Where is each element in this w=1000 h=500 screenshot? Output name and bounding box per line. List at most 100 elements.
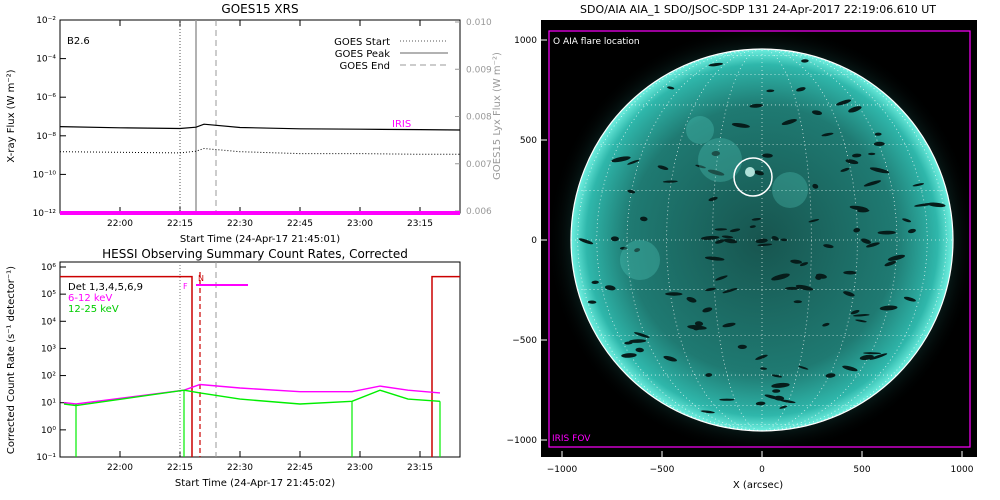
aia-dark-streak xyxy=(879,305,898,311)
aia-dark-streak xyxy=(667,86,675,90)
goes-xtick-label: 23:00 xyxy=(347,219,373,229)
aia-dark-streak xyxy=(812,183,819,189)
hessi-xtick-label: 22:15 xyxy=(167,463,193,473)
aia-dark-streak xyxy=(861,238,871,244)
aia-dark-streak xyxy=(723,238,738,244)
aia-active-region xyxy=(620,240,660,280)
aia-active-region xyxy=(686,116,714,144)
aia-dark-streak xyxy=(708,196,718,202)
hessi-ylabel: Corrected Count Rate (s⁻¹ detector⁻¹) xyxy=(6,266,17,454)
aia-dark-streak xyxy=(877,230,896,235)
aia-xtick-label: 0 xyxy=(759,465,765,475)
hessi-ytick-label: 10⁵ xyxy=(41,290,56,300)
aia-dark-streak xyxy=(704,256,725,261)
aia-dark-streak xyxy=(610,236,619,242)
aia-ytick-label: 0 xyxy=(531,236,537,246)
aia-ytick-label: −500 xyxy=(512,336,537,346)
aia-dark-streak xyxy=(754,170,764,176)
goes-xtick-label: 22:45 xyxy=(287,219,313,229)
aia-dark-streak xyxy=(705,373,713,377)
hessi-xtick-label: 22:00 xyxy=(107,463,133,473)
aia-dark-streak xyxy=(842,365,858,372)
aia-dark-streak xyxy=(686,297,697,303)
goes-xlabel: Start Time (24-Apr-17 21:45:01) xyxy=(180,234,340,245)
legend-goes-start: GOES Start xyxy=(334,37,390,48)
aia-dark-streak xyxy=(729,228,741,233)
goes-ylabel: X-ray Flux (W m⁻²) xyxy=(6,69,17,162)
aia-title: SDO/AIA AIA_1 SDO/JSOC-SDP 131 24-Apr-20… xyxy=(580,3,936,16)
hessi-12-25kev-line xyxy=(63,389,441,407)
aia-dark-streak xyxy=(657,165,669,171)
aia-dark-streak xyxy=(902,218,912,223)
aia-dark-streak xyxy=(836,99,852,106)
aia-fov-label: IRIS FOV xyxy=(552,434,591,444)
aia-dark-streak xyxy=(749,225,756,228)
aia-dark-streak xyxy=(869,353,888,360)
aia-dark-streak xyxy=(634,248,641,253)
aia-dark-streak xyxy=(852,153,862,158)
aia-dark-streak xyxy=(640,216,648,222)
aia-dark-streak xyxy=(711,150,720,157)
aia-dark-streak xyxy=(845,159,859,165)
aia-dark-streak xyxy=(624,341,633,345)
aia-dark-streak xyxy=(635,347,644,353)
aia-xtick-label: −500 xyxy=(650,465,675,475)
hessi-plot-frame xyxy=(59,261,461,458)
aia-dark-streak xyxy=(821,132,834,137)
aia-dark-streak xyxy=(843,270,857,275)
aia-dark-streak xyxy=(663,355,677,362)
aia-dark-streak xyxy=(823,244,834,249)
aia-dark-streak xyxy=(766,89,775,93)
aia-dark-streak xyxy=(578,238,594,245)
aia-dark-streak xyxy=(903,296,916,302)
hessi-attenuator-line-a xyxy=(60,275,193,457)
aia-dark-streak xyxy=(798,365,809,370)
aia-dark-streak xyxy=(760,367,768,370)
aia-dark-streak xyxy=(662,180,678,183)
goes-y2tick-label: 0.010 xyxy=(466,18,492,28)
goes-xtick-label: 22:30 xyxy=(227,219,253,229)
aia-dark-streak xyxy=(785,286,800,290)
hessi-xtick-label: 22:45 xyxy=(287,463,313,473)
goes-short-channel-line xyxy=(59,147,460,155)
aia-dark-streak xyxy=(757,243,773,247)
aia-dark-streak xyxy=(707,169,725,176)
aia-dark-streak xyxy=(701,235,720,240)
aia-dark-streak xyxy=(815,275,822,280)
aia-dark-streak xyxy=(863,180,882,187)
aia-dark-streak xyxy=(795,284,814,291)
aia-dark-streak xyxy=(796,87,806,92)
aia-dark-streak xyxy=(853,314,870,317)
aia-dark-streak xyxy=(611,156,631,163)
aia-xtick-label: 500 xyxy=(853,465,870,475)
aia-dark-streak xyxy=(849,205,868,211)
goes-iris-label: IRIS xyxy=(392,119,411,130)
aia-dark-streak xyxy=(591,280,599,285)
aia-dark-streak xyxy=(912,183,925,187)
hessi-ytick-label: 10⁰ xyxy=(41,426,56,436)
aia-ytick-label: 500 xyxy=(520,136,537,146)
aia-dark-streak xyxy=(868,152,876,156)
aia-flare-brightening xyxy=(745,167,755,177)
aia-dark-streak xyxy=(848,106,862,113)
hessi-6-12kev-line xyxy=(63,383,441,405)
aia-dark-streak xyxy=(604,285,616,291)
aia-dark-streak xyxy=(866,242,880,248)
aia-dark-streak xyxy=(887,254,905,261)
aia-dark-streak xyxy=(781,118,797,126)
goes-class-label: B2.6 xyxy=(67,36,90,47)
goes-xtick-label: 22:15 xyxy=(167,219,193,229)
aia-dark-streak xyxy=(771,382,790,388)
aia-dark-streak xyxy=(721,235,734,239)
aia-dark-streak xyxy=(780,238,788,242)
aia-dark-streak xyxy=(843,291,855,297)
goes-long-channel-line xyxy=(59,123,461,131)
aia-dark-streak xyxy=(694,321,704,327)
aia-dark-streak xyxy=(755,401,766,406)
goes-plot-frame xyxy=(59,19,461,214)
aia-dark-streak xyxy=(859,354,874,361)
aia-active-region xyxy=(698,138,742,182)
hessi-xlabel: Start Time (24-Apr-17 21:45:02) xyxy=(175,478,335,489)
hessi-attenuator-line-b xyxy=(431,275,460,457)
aia-dark-streak xyxy=(714,239,725,244)
